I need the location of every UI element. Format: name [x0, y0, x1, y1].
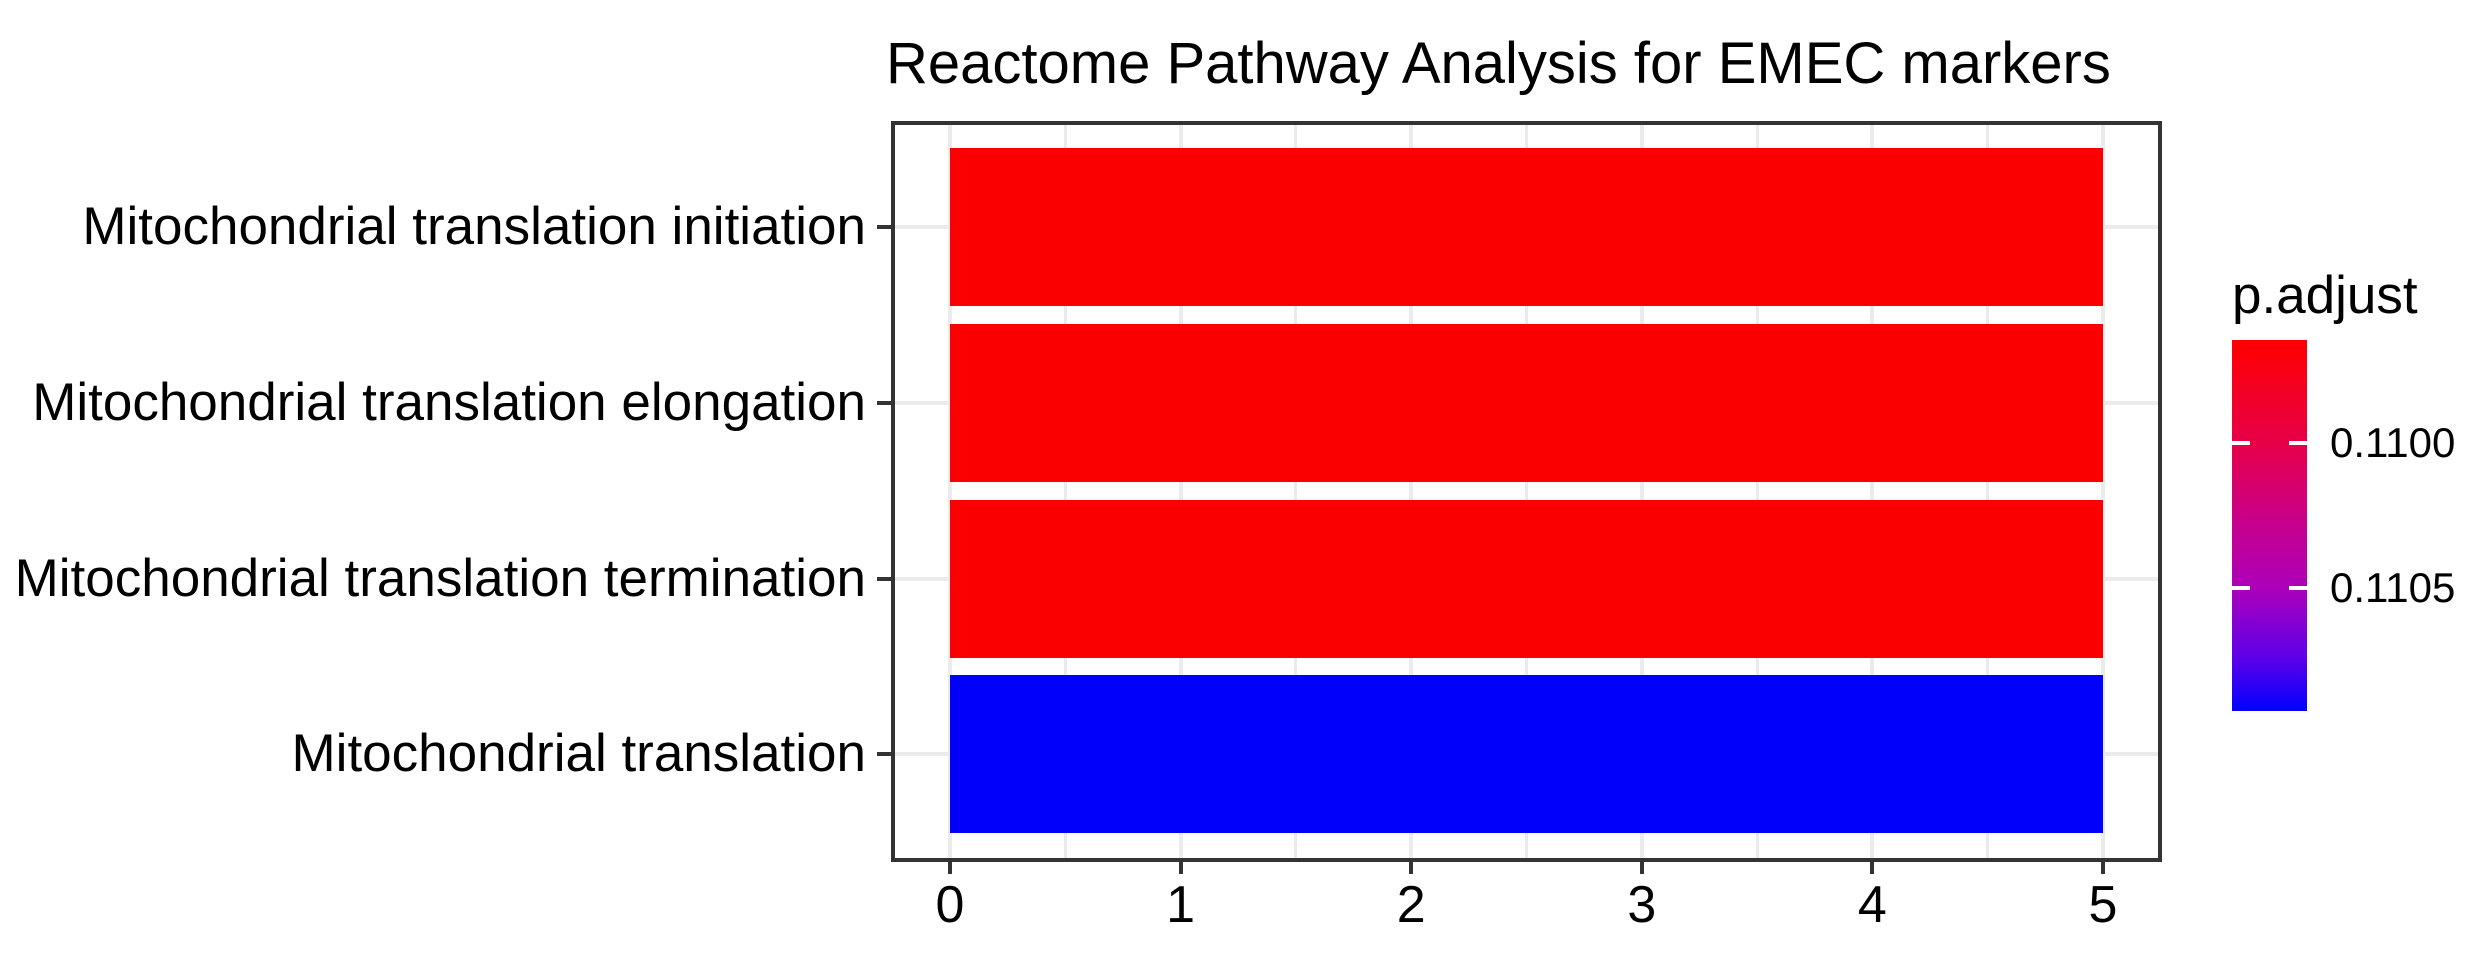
x-axis-tick — [1639, 860, 1644, 874]
y-axis-tick — [877, 400, 891, 405]
x-axis-tick — [1409, 860, 1414, 874]
x-axis-tick-label: 2 — [1396, 876, 1426, 934]
legend-gradient-bar — [2232, 340, 2307, 711]
x-axis-tick-label: 4 — [1857, 876, 1887, 934]
bar-mitochondrial-translation-termination — [950, 499, 2103, 658]
x-axis-tick-label: 0 — [935, 876, 965, 934]
y-axis-tick — [877, 752, 891, 757]
gridline-x-major — [948, 125, 952, 858]
legend-tick-label: 0.1105 — [2330, 563, 2456, 611]
gridline-x-minor — [1525, 125, 1528, 858]
gridline-x-minor — [1755, 125, 1759, 858]
gridline-x-minor — [1294, 125, 1298, 858]
y-axis-tick — [877, 225, 891, 229]
legend-tick-label: 0.1100 — [2330, 419, 2456, 467]
bar-mitochondrial-translation-elongation — [950, 323, 2103, 482]
gridline-x-minor — [1063, 125, 1067, 858]
y-axis-tick — [877, 576, 891, 581]
y-axis-tick-label: Mitochondrial translation termination — [14, 548, 866, 608]
plot-panel-inner — [895, 125, 2158, 858]
x-axis-tick-label: 3 — [1627, 876, 1657, 934]
gridline-x-major — [1639, 125, 1644, 858]
gridline-x-minor — [1986, 125, 1990, 858]
y-axis-tick-label: Mitochondrial translation elongation — [32, 372, 866, 432]
legend-tick-dash-left — [2232, 441, 2250, 446]
legend-title: p.adjust — [2232, 266, 2418, 325]
gridline-x-major — [1870, 125, 1875, 858]
legend-tick-dash-left — [2232, 585, 2250, 590]
gridline-x-major — [2101, 125, 2105, 858]
x-axis-tick-label: 1 — [1166, 876, 1196, 934]
x-axis-tick-label: 5 — [2088, 876, 2118, 934]
legend-tick-dash-right — [2289, 585, 2307, 590]
x-axis-tick — [2101, 860, 2105, 874]
y-axis-tick-label: Mitochondrial translation — [291, 724, 866, 784]
bar-mitochondrial-translation — [950, 675, 2103, 834]
x-axis-tick — [948, 860, 952, 874]
y-axis-tick-label: Mitochondrial translation initiation — [82, 197, 866, 256]
x-axis-tick — [1870, 860, 1875, 874]
legend-tick-dash-right — [2289, 441, 2307, 446]
x-axis-tick — [1178, 860, 1183, 874]
bar-mitochondrial-translation-initiation — [950, 148, 2103, 306]
plot-panel — [891, 121, 2162, 862]
gridline-x-major — [1178, 125, 1183, 858]
gridline-x-major — [1409, 125, 1414, 858]
plot-title: Reactome Pathway Analysis for EMEC marke… — [886, 31, 2111, 96]
